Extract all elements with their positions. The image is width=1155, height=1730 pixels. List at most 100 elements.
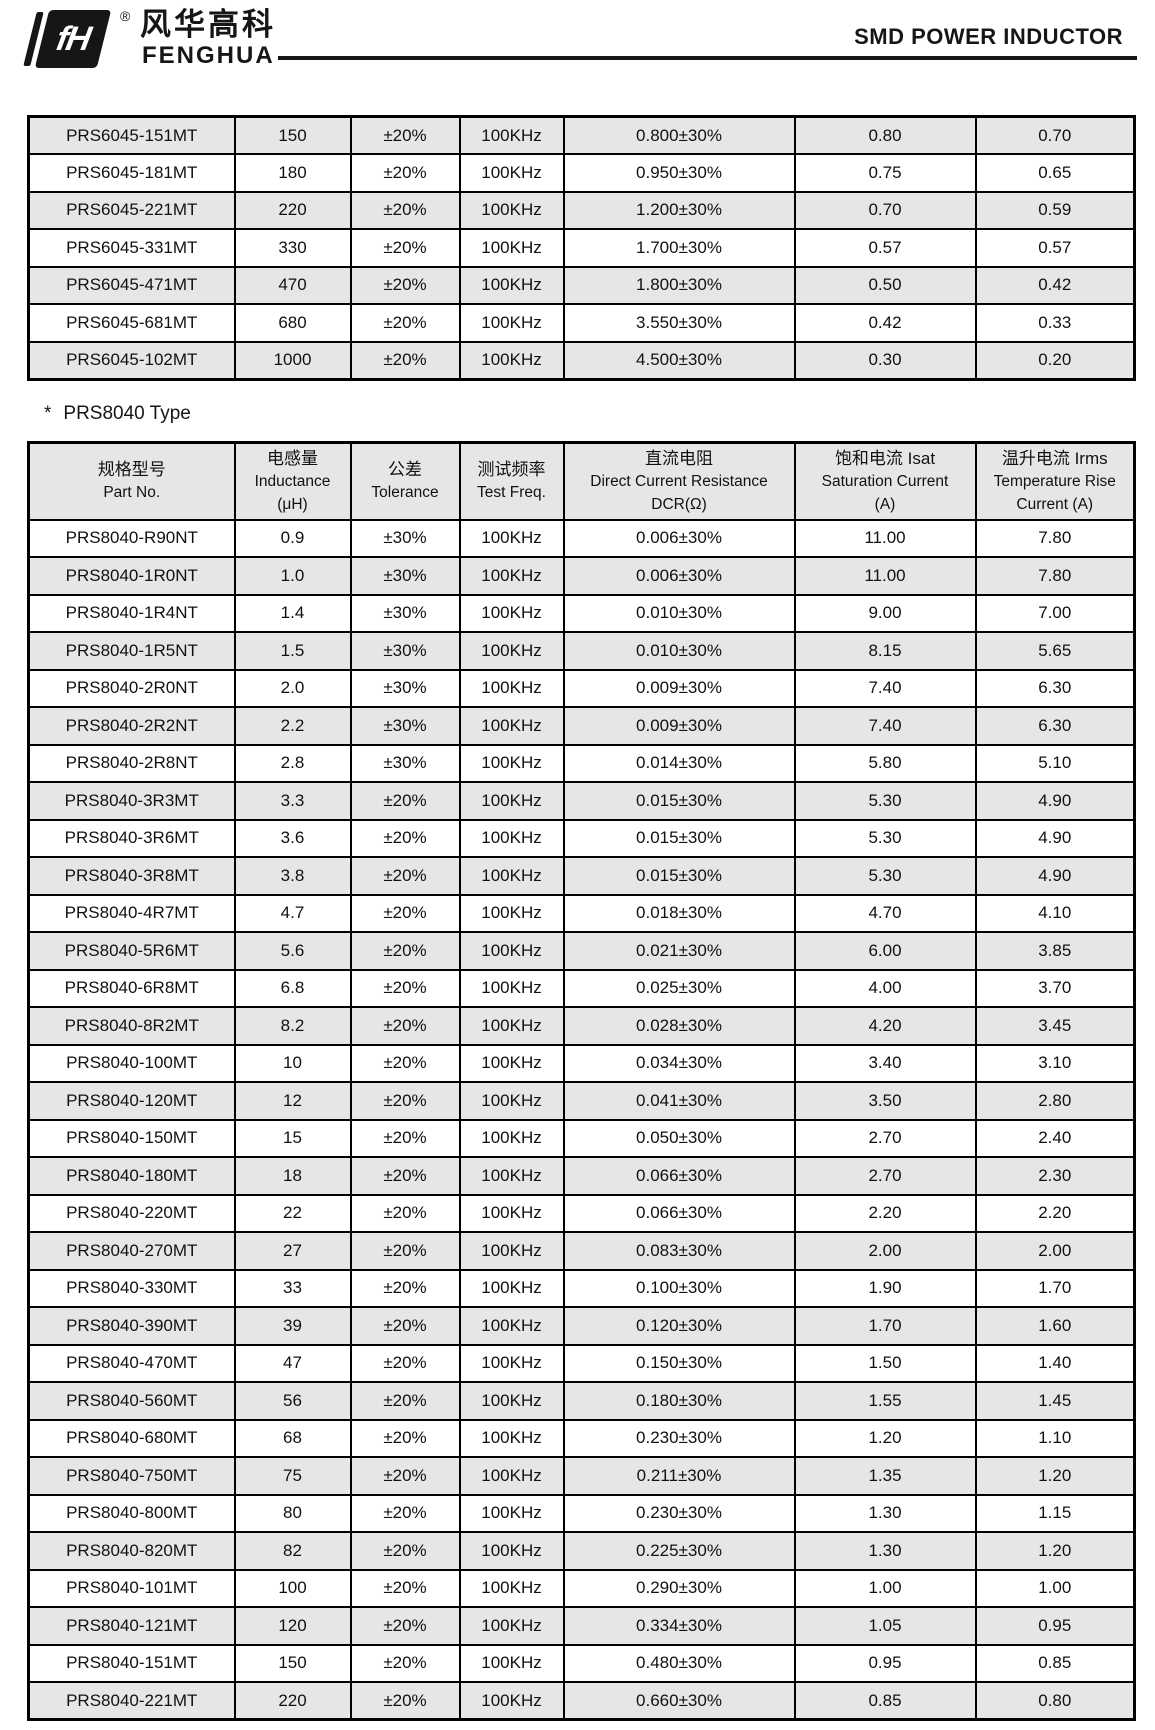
table-cell: 11.00 xyxy=(793,556,977,596)
table-cell: PRS6045-681MT xyxy=(27,303,236,343)
table-cell: 6.00 xyxy=(793,931,977,971)
table-cell: PRS8040-6R8MT xyxy=(27,968,236,1008)
table-cell: ±20% xyxy=(349,1193,461,1233)
table-cell: 56 xyxy=(233,1381,352,1421)
table-cell: 100KHz xyxy=(458,631,565,671)
table-cell: 0.009±30% xyxy=(562,668,796,708)
table-cell: 8.2 xyxy=(233,1006,352,1046)
column-header-line: 测试频率 xyxy=(477,460,546,480)
table-row: PRS8040-120MT 12 ±20% 100KHz 0.041±30% 3.50 2.… xyxy=(27,1081,1136,1121)
table-cell: ±20% xyxy=(349,1418,461,1458)
table-cell: ±20% xyxy=(349,1568,461,1608)
table-cell: ±20% xyxy=(349,1306,461,1346)
table-cell: 11.00 xyxy=(793,518,977,558)
table-cell: 0.59 xyxy=(974,190,1136,230)
table-cell: 100KHz xyxy=(458,1156,565,1196)
table-cell: 0.100±30% xyxy=(562,1268,796,1308)
table-cell: PRS8040-1R0NT xyxy=(27,556,236,596)
table-row: PRS8040-1R5NT 1.5 ±30% 100KHz 0.010±30% 8.15 5… xyxy=(27,631,1136,671)
table-cell: ±20% xyxy=(349,1643,461,1683)
table-cell: 100KHz xyxy=(458,1456,565,1496)
table-row: PRS8040-101MT 100 ±20% 100KHz 0.290±30% 1.00 1… xyxy=(27,1568,1136,1608)
table-cell: PRS8040-3R6MT xyxy=(27,818,236,858)
logo-monogram: fH xyxy=(53,20,93,58)
table-cell: PRS6045-331MT xyxy=(27,228,236,268)
table-cell: 68 xyxy=(233,1418,352,1458)
table-cell: ±30% xyxy=(349,668,461,708)
table-cell: ±20% xyxy=(349,1081,461,1121)
logo-body: fH xyxy=(34,10,112,68)
column-header-line: 电感量 xyxy=(267,448,318,468)
table-cell: 100KHz xyxy=(458,1606,565,1646)
table-cell: 2.30 xyxy=(974,1156,1136,1196)
table-cell: 27 xyxy=(233,1231,352,1271)
table-cell: 1.35 xyxy=(793,1456,977,1496)
table-row: PRS8040-221MT 220 ±20% 100KHz 0.660±30% 0.85 0… xyxy=(27,1681,1136,1721)
table-cell: 3.50 xyxy=(793,1081,977,1121)
table-row: PRS8040-5R6MT 5.6 ±20% 100KHz 0.021±30% 6.00 3… xyxy=(27,931,1136,971)
table-row: PRS6045-151MT 150 ±20% 100KHz 0.800±30% 0.80 0… xyxy=(27,115,1136,155)
table-cell: ±30% xyxy=(349,631,461,671)
table-cell: 0.028±30% xyxy=(562,1006,796,1046)
table-cell: 0.800±30% xyxy=(562,115,796,155)
table-cell: 3.70 xyxy=(974,968,1136,1008)
table-row: PRS8040-8R2MT 8.2 ±20% 100KHz 0.028±30% 4.20 3… xyxy=(27,1006,1136,1046)
table-cell: ±20% xyxy=(349,1681,461,1721)
column-header-line: Current (A) xyxy=(1016,495,1094,513)
page-title: SMD POWER INDUCTOR xyxy=(854,24,1123,49)
table-cell: ±20% xyxy=(349,893,461,933)
table-cell: 2.20 xyxy=(793,1193,977,1233)
table-cell: 0.480±30% xyxy=(562,1643,796,1683)
table-cell: 100KHz xyxy=(458,1531,565,1571)
brand-name-chinese: 风华高科 xyxy=(140,7,276,42)
table-cell: 150 xyxy=(233,1643,352,1683)
table-cell: 0.018±30% xyxy=(562,893,796,933)
table-cell: 15 xyxy=(233,1118,352,1158)
table-cell: 0.150±30% xyxy=(562,1343,796,1383)
table-cell: 3.6 xyxy=(233,818,352,858)
table-cell: 100KHz xyxy=(458,1306,565,1346)
table-cell: PRS8040-5R6MT xyxy=(27,931,236,971)
table-row: PRS8040-820MT 82 ±20% 100KHz 0.225±30% 1.30 1.… xyxy=(27,1531,1136,1571)
table-row: PRS8040-2R8NT 2.8 ±30% 100KHz 0.014±30% 5.80 5… xyxy=(27,743,1136,783)
table-cell: 0.230±30% xyxy=(562,1418,796,1458)
brand-name-latin: FENGHUA xyxy=(142,42,275,69)
table-cell: 4.90 xyxy=(974,856,1136,896)
table-cell: ±20% xyxy=(349,1493,461,1533)
table-cell: 100KHz xyxy=(458,593,565,633)
table-cell: 0.85 xyxy=(793,1681,977,1721)
table-cell: 1.10 xyxy=(974,1418,1136,1458)
table-cell: 220 xyxy=(233,1681,352,1721)
table-cell: PRS8040-8R2MT xyxy=(27,1006,236,1046)
table-cell: 0.334±30% xyxy=(562,1606,796,1646)
table-row: PRS8040-100MT 10 ±20% 100KHz 0.034±30% 3.40 3.… xyxy=(27,1043,1136,1083)
table-cell: 330 xyxy=(233,228,352,268)
table-cell: 0.009±30% xyxy=(562,706,796,746)
table-row: PRS6045-221MT 220 ±20% 100KHz 1.200±30% 0.70 0… xyxy=(27,190,1136,230)
table-cell: 1.30 xyxy=(793,1493,977,1533)
table-cell: 0.290±30% xyxy=(562,1568,796,1608)
table-row: PRS6045-331MT 330 ±20% 100KHz 1.700±30% 0.57 0… xyxy=(27,228,1136,268)
table-cell: ±20% xyxy=(349,340,461,380)
table-cell: 0.75 xyxy=(793,153,977,193)
table-cell: PRS8040-270MT xyxy=(27,1231,236,1271)
table-cell: PRS8040-121MT xyxy=(27,1606,236,1646)
table-cell: 39 xyxy=(233,1306,352,1346)
table-cell: PRS8040-680MT xyxy=(27,1418,236,1458)
table-cell: ±20% xyxy=(349,1531,461,1571)
table-row: PRS8040-R90NT 0.9 ±30% 100KHz 0.006±30% 11.00… xyxy=(27,518,1136,558)
table-cell: 100KHz xyxy=(458,968,565,1008)
table-cell: 2.20 xyxy=(974,1193,1136,1233)
table-cell: 7.40 xyxy=(793,668,977,708)
table-cell: PRS6045-471MT xyxy=(27,265,236,305)
table-cell: 1.70 xyxy=(974,1268,1136,1308)
table-cell: 0.95 xyxy=(974,1606,1136,1646)
table-cell: PRS8040-2R0NT xyxy=(27,668,236,708)
table-cell: 100KHz xyxy=(458,668,565,708)
table-cell: 1000 xyxy=(233,340,352,380)
table-cell: ±20% xyxy=(349,1606,461,1646)
table-cell: ±30% xyxy=(349,518,461,558)
table-cell: 0.50 xyxy=(793,265,977,305)
table-cell: ±20% xyxy=(349,1006,461,1046)
table-cell: 100KHz xyxy=(458,1081,565,1121)
